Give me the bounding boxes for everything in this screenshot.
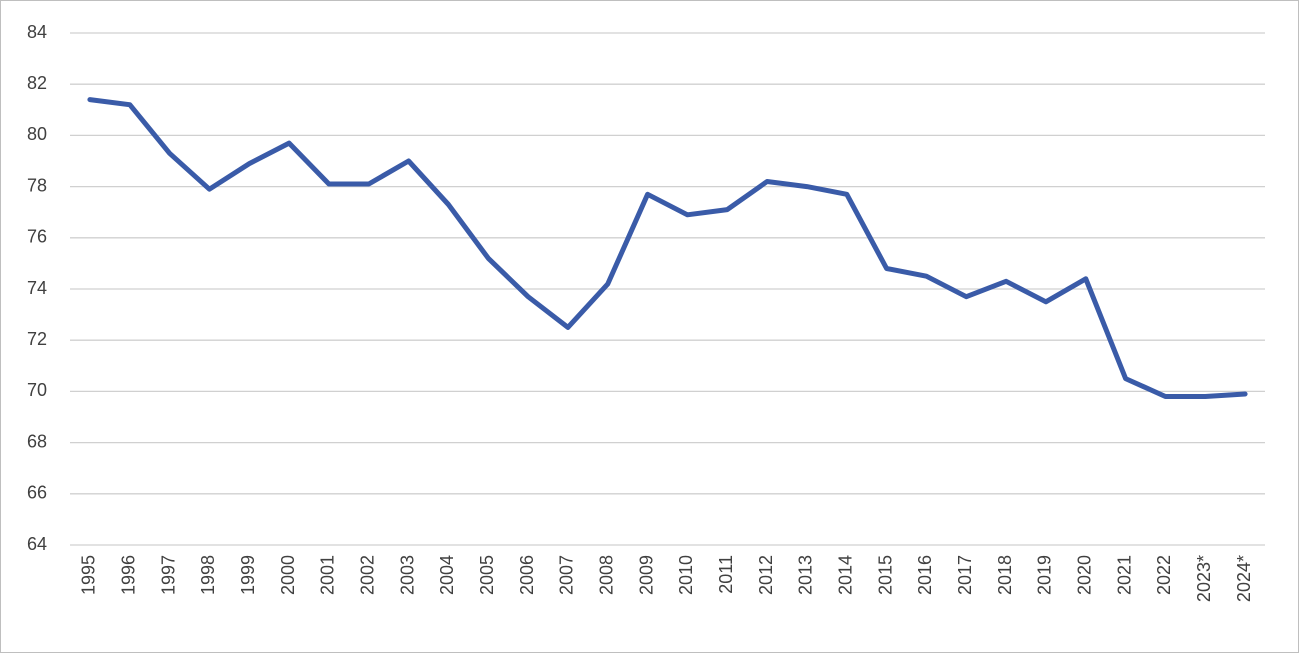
y-tick-label: 80: [27, 124, 47, 144]
x-tick-label: 2020: [1075, 555, 1095, 595]
x-tick-label: 2012: [756, 555, 776, 595]
y-tick-label: 78: [27, 175, 47, 195]
y-tick-label: 82: [27, 73, 47, 93]
y-tick-label: 72: [27, 329, 47, 349]
x-tick-label: 2009: [636, 555, 656, 595]
x-tick-label: 2001: [318, 555, 338, 595]
x-tick-label: 2002: [358, 555, 378, 595]
x-tick-label: 2003: [397, 555, 417, 595]
x-tick-label: 1996: [119, 555, 139, 595]
x-tick-label: 1998: [198, 555, 218, 595]
x-tick-label: 1999: [238, 555, 258, 595]
x-tick-label: 2022: [1154, 555, 1174, 595]
x-tick-label: 2021: [1114, 555, 1134, 595]
y-tick-label: 76: [27, 227, 47, 247]
x-tick-label: 2016: [915, 555, 935, 595]
x-tick-label: 2007: [557, 555, 577, 595]
x-tick-label: 2015: [875, 555, 895, 595]
x-tick-label: 2004: [437, 555, 457, 595]
x-tick-label: 2005: [477, 555, 497, 595]
x-tick-label: 2017: [955, 555, 975, 595]
x-tick-label: 2010: [676, 555, 696, 595]
x-tick-label: 2000: [278, 555, 298, 595]
x-tick-label: 2014: [836, 555, 856, 595]
y-tick-label: 74: [27, 278, 47, 298]
x-tick-label: 2024*: [1234, 555, 1254, 602]
x-tick-label: 2006: [517, 555, 537, 595]
y-tick-label: 64: [27, 534, 47, 554]
x-tick-label: 2018: [995, 555, 1015, 595]
x-tick-label: 2011: [716, 555, 736, 594]
x-tick-label: 2023*: [1194, 555, 1214, 602]
y-tick-label: 84: [27, 22, 47, 42]
x-tick-label: 2013: [796, 555, 816, 595]
x-tick-label: 1997: [158, 555, 178, 595]
y-tick-label: 68: [27, 431, 47, 451]
y-tick-label: 66: [27, 483, 47, 503]
x-tick-label: 2008: [597, 555, 617, 595]
data-line: [87, 97, 1248, 399]
y-tick-label: 70: [27, 380, 47, 400]
x-tick-label: 1995: [79, 555, 99, 595]
x-tick-label: 2019: [1035, 555, 1055, 595]
